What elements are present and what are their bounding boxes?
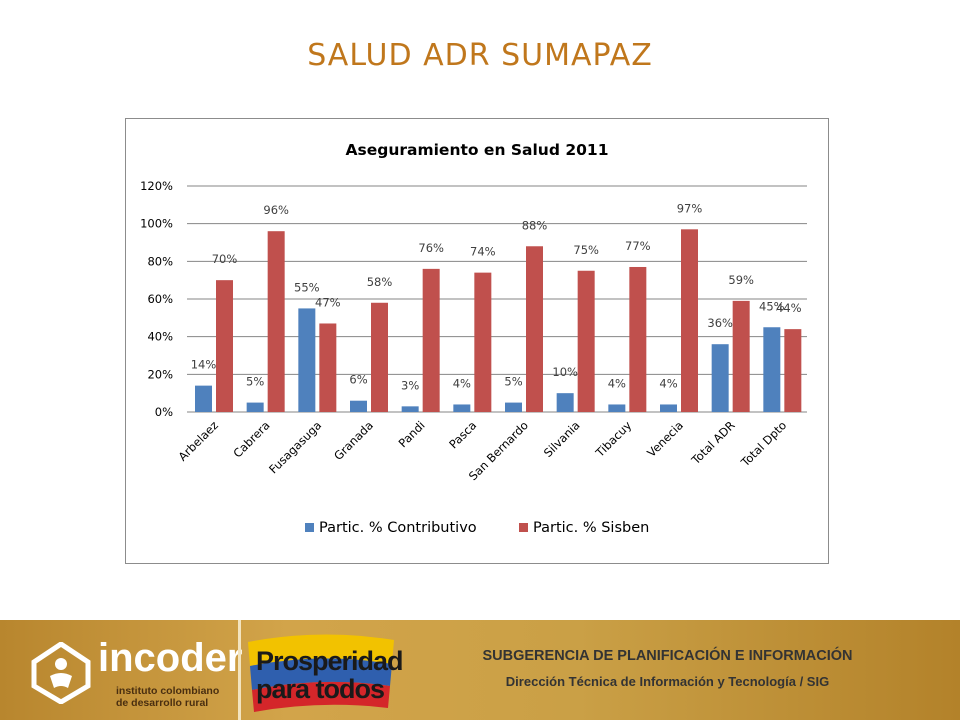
contributivo-bar — [401, 406, 419, 412]
contributivo-data-label: 10% — [552, 365, 578, 379]
contributivo-data-label: 4% — [453, 376, 471, 390]
category-label: Silvania — [541, 418, 583, 460]
contributivo-bar — [660, 404, 677, 412]
category-label: Venecia — [644, 418, 686, 460]
category-label: Fusagasuga — [266, 418, 324, 476]
category-label: Granada — [331, 418, 376, 463]
category-label: Pasca — [446, 418, 479, 451]
sisben-data-label: 97% — [677, 201, 703, 215]
y-tick-label: 0% — [155, 405, 173, 419]
contributivo-data-label: 4% — [608, 376, 626, 390]
contributivo-data-label: 5% — [504, 375, 522, 389]
y-tick-label: 100% — [140, 217, 173, 231]
sisben-data-label: 74% — [470, 245, 496, 259]
bar-chart: Aseguramiento en Salud 2011 0% 20% 40% 60% 80… — [140, 141, 807, 536]
category-label: Pandi — [396, 418, 428, 450]
contributivo-data-label: 3% — [401, 378, 419, 392]
contributivo-data-label: 36% — [707, 316, 733, 330]
sisben-bar — [629, 266, 647, 412]
footer-department: SUBGERENCIA DE PLANIFICACIÓN E INFORMACI… — [482, 648, 853, 664]
contributivo-bar — [608, 404, 626, 412]
incoder-subtitle-1: instituto colombiano — [116, 685, 220, 697]
sisben-bar — [474, 272, 492, 412]
footer-band: incoder instituto colombiano de desarrol… — [0, 620, 960, 720]
sisben-bar — [784, 329, 802, 412]
incoder-name: incoder — [98, 636, 243, 680]
legend-swatch — [305, 523, 314, 532]
sisben-bar — [526, 246, 543, 412]
contributivo-bar — [195, 385, 212, 412]
sisben-data-label: 96% — [263, 203, 289, 217]
chart-title: Aseguramiento en Salud 2011 — [346, 141, 609, 159]
sisben-bar — [319, 323, 337, 412]
contributivo-bar — [556, 393, 574, 412]
y-tick-label: 20% — [147, 367, 173, 381]
y-tick-label: 40% — [147, 330, 173, 344]
footer-subdepartment: Dirección Técnica de Información y Tecno… — [505, 674, 830, 689]
y-tick-label: 80% — [147, 254, 173, 268]
legend-swatch — [519, 523, 528, 532]
sisben-data-label: 77% — [625, 239, 651, 253]
contributivo-bar — [711, 344, 729, 412]
contributivo-bar — [453, 404, 471, 412]
legend-label: Partic. % Contributivo — [319, 520, 477, 536]
incoder-emblem-icon — [31, 642, 91, 704]
sisben-data-label: 58% — [367, 275, 393, 289]
sisben-bar — [681, 229, 698, 412]
slide-title: SALUD ADR SUMAPAZ — [307, 38, 653, 73]
slogan-line-2: para todos — [256, 674, 385, 704]
sisben-data-label: 88% — [522, 218, 548, 232]
contributivo-data-label: 6% — [349, 373, 367, 387]
contributivo-bar — [350, 400, 367, 412]
sisben-data-label: 70% — [212, 252, 238, 266]
category-label: Total Dpto — [738, 418, 790, 470]
contributivo-bar — [763, 327, 781, 412]
contributivo-bar — [505, 402, 522, 412]
sisben-bar — [422, 268, 440, 412]
footer-divider — [238, 620, 241, 720]
sisben-data-label: 75% — [573, 243, 599, 257]
sisben-data-label: 47% — [315, 295, 341, 309]
prosperidad-logo: Prosperidad para todos — [248, 634, 404, 712]
sisben-bar — [371, 302, 388, 412]
sisben-bar — [577, 270, 595, 412]
sisben-data-label: 59% — [728, 273, 754, 287]
category-label: Cabrera — [230, 418, 272, 460]
contributivo-data-label: 4% — [659, 376, 677, 390]
contributivo-data-label: 45% — [759, 299, 785, 313]
sisben-bar — [267, 231, 285, 412]
flag-swoosh-icon — [248, 634, 394, 712]
incoder-subtitle-2: de desarrollo rural — [116, 697, 209, 709]
category-label: Arbelaez — [175, 418, 220, 463]
sisben-data-label: 76% — [418, 241, 444, 255]
contributivo-data-label: 55% — [294, 280, 320, 294]
sisben-bar — [732, 300, 750, 412]
contributivo-bar — [298, 308, 316, 412]
sisben-data-label: 44% — [776, 301, 802, 315]
contributivo-data-label: 14% — [191, 358, 217, 372]
sisben-bar — [216, 280, 233, 412]
contributivo-data-label: 5% — [246, 375, 264, 389]
chart-frame: Aseguramiento en Salud 2011 0% 20% 40% 60% 80… — [125, 118, 829, 564]
y-tick-label: 60% — [147, 292, 173, 306]
incoder-logo: incoder instituto colombiano de desarrol… — [26, 634, 242, 710]
category-label: Total ADR — [688, 418, 738, 468]
contributivo-bar — [246, 402, 264, 412]
legend-label: Partic. % Sisben — [533, 520, 649, 536]
y-tick-label: 120% — [140, 179, 173, 193]
slogan-line-1: Prosperidad — [256, 646, 404, 676]
category-label: Tibacuy — [592, 418, 634, 460]
